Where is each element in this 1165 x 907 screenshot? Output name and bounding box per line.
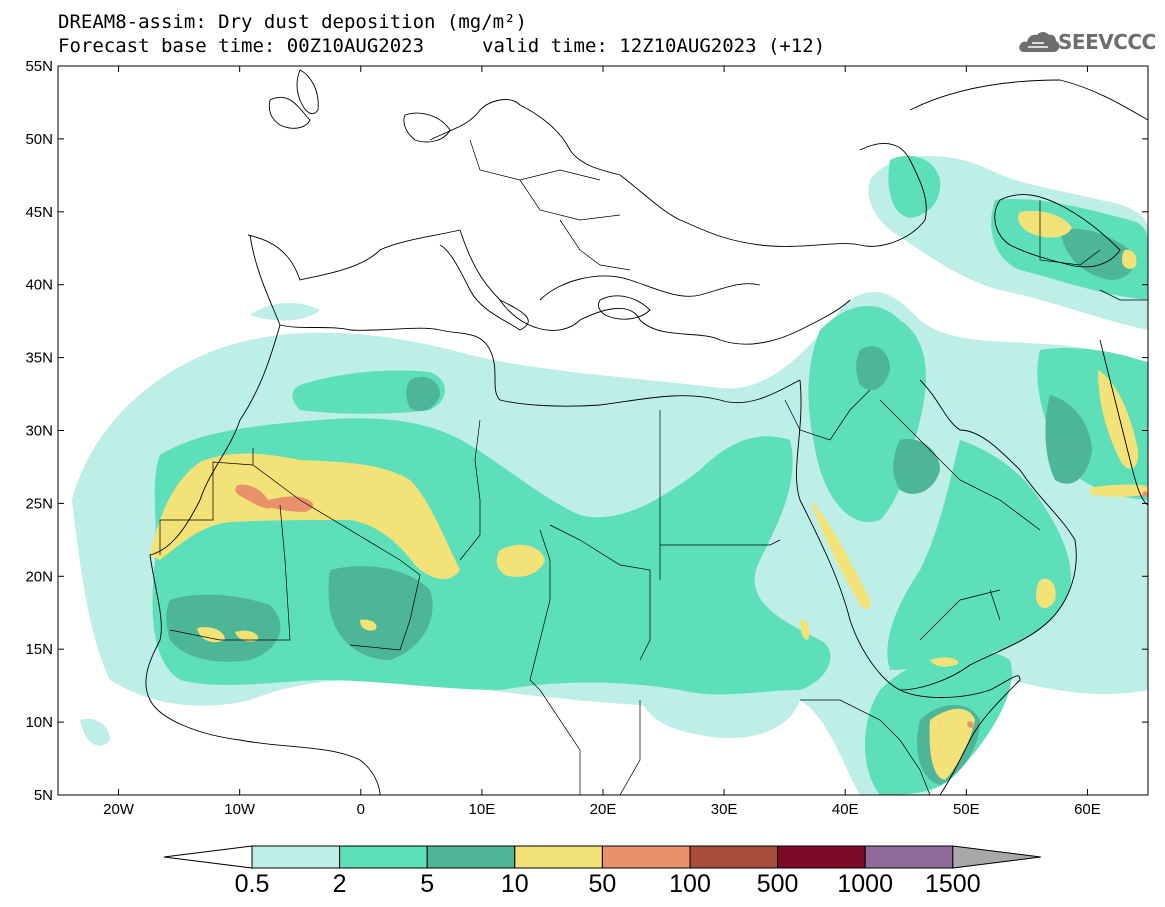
lon-label: 10W	[224, 801, 256, 818]
colorbar-label: 50	[588, 870, 616, 898]
dust-level-5	[166, 228, 1134, 785]
map-title: DREAM8-assim: Dry dust deposition (mg/m²…	[58, 11, 527, 33]
dust-level-10	[150, 210, 1148, 780]
coastlines	[145, 69, 1148, 795]
colorbar-under-arrow	[163, 845, 253, 869]
logo-text: SEEVCCC	[1058, 30, 1156, 54]
lat-label: 55N	[25, 58, 53, 75]
colorbar-label: 0.5	[235, 870, 270, 898]
longitude-labels: 20W 10W 0 10E 20E 30E 40E 50E 60E	[103, 66, 1101, 818]
lat-label: 45N	[25, 204, 53, 221]
lat-label: 10N	[25, 714, 53, 731]
colorbar-swatch	[864, 845, 954, 869]
lat-label: 20N	[25, 568, 53, 585]
latitude-labels: 55N 50N 45N 40N 35N 30N 25N 20N 15N 10N 5N	[25, 58, 1148, 804]
lon-label: 20W	[103, 801, 135, 818]
colorbar-label: 100	[669, 870, 711, 898]
colorbar-swatch	[777, 845, 866, 869]
colorbar-swatch	[339, 845, 428, 869]
lat-label: 5N	[34, 787, 53, 804]
dust-field	[72, 155, 1148, 795]
lon-label: 50E	[953, 801, 980, 818]
forecast-base-time: Forecast base time: 00Z10AUG2023	[58, 35, 425, 57]
colorbar-swatch	[601, 845, 691, 869]
lat-label: 35N	[25, 350, 53, 367]
lat-label: 25N	[25, 495, 53, 512]
colorbar-swatch	[251, 845, 341, 869]
dust-level-50	[235, 484, 1148, 728]
lat-label: 40N	[25, 277, 53, 294]
colorbar-label: 10	[501, 870, 529, 898]
lon-label: 60E	[1074, 801, 1101, 818]
colorbar-over-arrow	[952, 845, 1041, 869]
colorbar-label: 2	[333, 870, 347, 898]
colorbar-label: 1000	[837, 870, 893, 898]
cloud-icon	[1019, 32, 1060, 52]
borders	[159, 139, 1148, 795]
lon-label: 30E	[711, 801, 738, 818]
lon-label: 10E	[469, 801, 496, 818]
lat-label: 30N	[25, 423, 53, 440]
colorbar-label: 500	[757, 870, 799, 898]
lat-label: 50N	[25, 131, 53, 148]
lat-label: 15N	[25, 641, 53, 658]
colorbar-label: 5	[420, 870, 434, 898]
colorbar-swatch	[426, 845, 516, 869]
lon-label: 40E	[832, 801, 859, 818]
lon-label: 0	[357, 801, 365, 818]
colorbar-swatch	[514, 845, 603, 869]
colorbar-label: 1500	[925, 870, 981, 898]
colorbar-swatch	[689, 845, 779, 869]
lon-label: 20E	[590, 801, 617, 818]
colorbar: 0.5 2 5 10 50 100 500 1000 1500	[163, 845, 1041, 898]
valid-time: valid time: 12Z10AUG2023 (+12)	[482, 35, 826, 57]
